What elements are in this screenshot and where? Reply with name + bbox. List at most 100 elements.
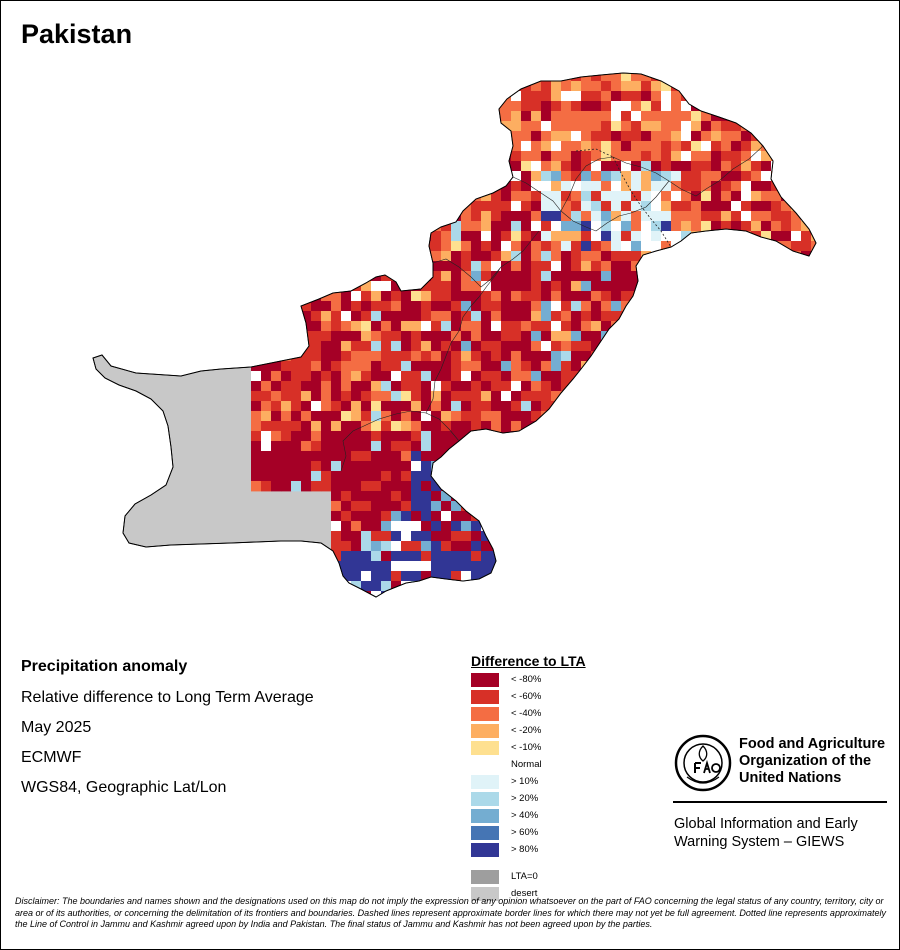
anomaly-cell	[481, 211, 492, 222]
anomaly-cell	[791, 331, 802, 342]
anomaly-cell	[301, 81, 312, 92]
anomaly-cell	[651, 341, 662, 352]
anomaly-cell	[331, 511, 342, 522]
anomaly-cell	[251, 91, 262, 102]
anomaly-cell	[471, 231, 482, 242]
anomaly-cell	[711, 151, 722, 162]
anomaly-cell	[441, 331, 452, 342]
anomaly-cell	[591, 151, 602, 162]
anomaly-cell	[371, 481, 382, 492]
anomaly-cell	[261, 171, 272, 182]
anomaly-cell	[331, 171, 342, 182]
anomaly-cell	[501, 101, 512, 112]
anomaly-cell	[451, 201, 462, 212]
anomaly-cell	[791, 571, 802, 582]
anomaly-cell	[481, 561, 492, 572]
anomaly-cell	[501, 301, 512, 312]
anomaly-cell	[351, 311, 362, 322]
anomaly-cell	[291, 201, 302, 212]
anomaly-cell	[491, 341, 502, 352]
anomaly-cell	[481, 131, 492, 142]
anomaly-cell	[721, 73, 732, 82]
anomaly-cell	[571, 191, 582, 202]
legend-label: > 40%	[511, 810, 539, 821]
anomaly-cell	[781, 291, 792, 302]
anomaly-cell	[531, 331, 542, 342]
anomaly-cell	[701, 371, 712, 382]
anomaly-cell	[771, 191, 782, 202]
anomaly-cell	[371, 461, 382, 472]
anomaly-cell	[811, 521, 816, 532]
anomaly-cell	[311, 411, 322, 422]
anomaly-cell	[501, 571, 512, 582]
anomaly-cell	[601, 451, 612, 462]
anomaly-cell	[281, 121, 292, 132]
anomaly-cell	[321, 211, 332, 222]
anomaly-cell	[381, 571, 392, 582]
anomaly-cell	[741, 401, 752, 412]
anomaly-cell	[271, 361, 282, 372]
anomaly-cell	[361, 371, 372, 382]
anomaly-cell	[691, 121, 702, 132]
anomaly-cell	[501, 391, 512, 402]
anomaly-cell	[471, 221, 482, 232]
anomaly-cell	[801, 521, 812, 532]
anomaly-cell	[781, 531, 792, 542]
anomaly-cell	[301, 111, 312, 122]
anomaly-cell	[531, 451, 542, 462]
anomaly-cell	[461, 241, 472, 252]
anomaly-cell	[441, 521, 452, 532]
anomaly-cell	[711, 201, 722, 212]
anomaly-cell	[341, 511, 352, 522]
anomaly-cell	[541, 381, 552, 392]
anomaly-cell	[691, 181, 702, 192]
anomaly-cell	[281, 441, 292, 452]
anomaly-cell	[611, 401, 622, 412]
anomaly-cell	[491, 441, 502, 452]
anomaly-cell	[451, 241, 462, 252]
anomaly-cell	[771, 171, 782, 182]
anomaly-cell	[641, 551, 652, 562]
anomaly-cell	[461, 391, 472, 402]
anomaly-cell	[431, 391, 442, 402]
anomaly-cell	[251, 251, 262, 262]
anomaly-cell	[481, 191, 492, 202]
anomaly-cell	[441, 591, 452, 597]
anomaly-cell	[321, 461, 332, 472]
anomaly-cell	[651, 171, 662, 182]
anomaly-cell	[331, 301, 342, 312]
anomaly-cell	[701, 251, 712, 262]
anomaly-cell	[761, 421, 772, 432]
anomaly-cell	[681, 461, 692, 472]
anomaly-cell	[301, 441, 312, 452]
anomaly-cell	[581, 381, 592, 392]
anomaly-cell	[281, 81, 292, 92]
anomaly-cell	[611, 341, 622, 352]
anomaly-cell	[531, 511, 542, 522]
anomaly-cell	[641, 481, 652, 492]
anomaly-cell	[601, 361, 612, 372]
anomaly-cell	[761, 531, 772, 542]
anomaly-cell	[711, 191, 722, 202]
anomaly-cell	[311, 451, 322, 462]
anomaly-cell	[401, 481, 412, 492]
anomaly-cell	[281, 321, 292, 332]
anomaly-cell	[441, 581, 452, 592]
anomaly-cell	[781, 431, 792, 442]
anomaly-cell	[411, 151, 422, 162]
anomaly-cell	[491, 211, 502, 222]
anomaly-cell	[771, 271, 782, 282]
anomaly-cell	[621, 581, 632, 592]
anomaly-cell	[601, 501, 612, 512]
anomaly-cell	[421, 121, 432, 132]
anomaly-cell	[731, 191, 742, 202]
anomaly-cell	[581, 241, 592, 252]
anomaly-cell	[721, 581, 732, 592]
anomaly-cell	[741, 521, 752, 532]
anomaly-cell	[661, 411, 672, 422]
anomaly-cell	[341, 591, 352, 597]
anomaly-cell	[701, 481, 712, 492]
anomaly-cell	[281, 131, 292, 142]
anomaly-cell	[391, 541, 402, 552]
anomaly-cell	[661, 201, 672, 212]
